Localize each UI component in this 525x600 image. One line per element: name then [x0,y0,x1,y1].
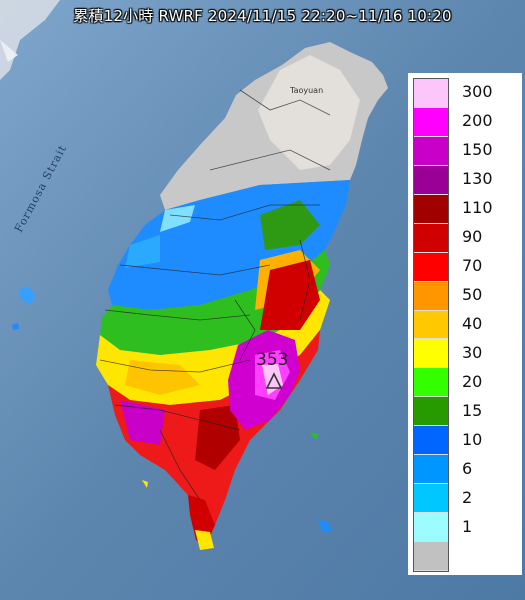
china-coast [0,0,60,80]
legend-label: 110 [462,198,493,218]
legend-swatch [414,79,448,108]
city-label: Taoyuan [290,86,324,95]
legend-swatch [414,165,448,195]
legend-label: 50 [462,285,483,305]
legend-swatch [414,310,448,340]
legend-swatch [414,426,448,456]
legend-swatch [414,281,448,311]
legend-label: 2 [462,487,473,507]
max-rain-value: 353 [256,350,289,370]
legend-swatch [414,339,448,369]
legend-label: 1 [462,516,473,536]
legend-swatch [414,397,448,427]
taiwan-north-mountains [258,55,360,170]
legend-label: 10 [462,429,483,449]
legend-label: 150 [462,140,493,160]
legend-label: 15 [462,400,483,420]
max-rain-marker-icon [265,372,283,389]
legend-swatch [414,136,448,166]
legend-swatch [414,223,448,253]
legend-label: 40 [462,314,483,333]
map-title: 累積12小時 RWRF 2024/11/15 22:20~11/16 10:20 [73,7,452,25]
legend-swatch [414,484,448,514]
legend-swatch [414,542,448,571]
legend-color-bar [413,78,449,572]
legend-label: 300 [462,82,493,102]
legend-swatch [414,368,448,398]
legend-label: 6 [462,458,473,478]
legend-label: 20 [462,371,483,391]
legend-label: 70 [462,256,483,276]
legend-swatch [414,455,448,485]
legend-swatch [414,107,448,137]
legend-label: 130 [462,169,493,189]
legend-swatch [414,252,448,282]
county-boundaries [99,89,331,501]
legend-label: 30 [462,342,483,362]
legend-swatch [414,194,448,224]
penghu-islands [18,286,36,305]
legend-swatch [414,513,448,543]
legend-label: 200 [462,111,493,131]
legend-label: 90 [462,227,483,247]
